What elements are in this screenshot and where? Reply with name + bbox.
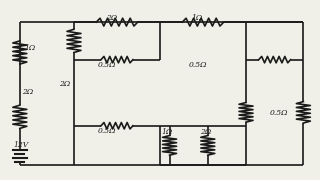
Text: 0.5Ω: 0.5Ω [98,61,116,69]
Text: 2Ω: 2Ω [200,128,211,136]
Text: 1Ω: 1Ω [25,44,36,52]
Text: 2Ω: 2Ω [106,14,117,22]
Text: 12V: 12V [13,141,29,149]
Text: 1Ω: 1Ω [162,128,173,136]
Text: 0.5Ω: 0.5Ω [189,61,207,69]
Text: 2Ω: 2Ω [59,80,70,88]
Text: 0.5Ω: 0.5Ω [98,127,116,135]
Text: 0.5Ω: 0.5Ω [270,109,288,117]
Text: 1Ω: 1Ω [192,14,203,22]
Text: 2Ω: 2Ω [22,88,34,96]
